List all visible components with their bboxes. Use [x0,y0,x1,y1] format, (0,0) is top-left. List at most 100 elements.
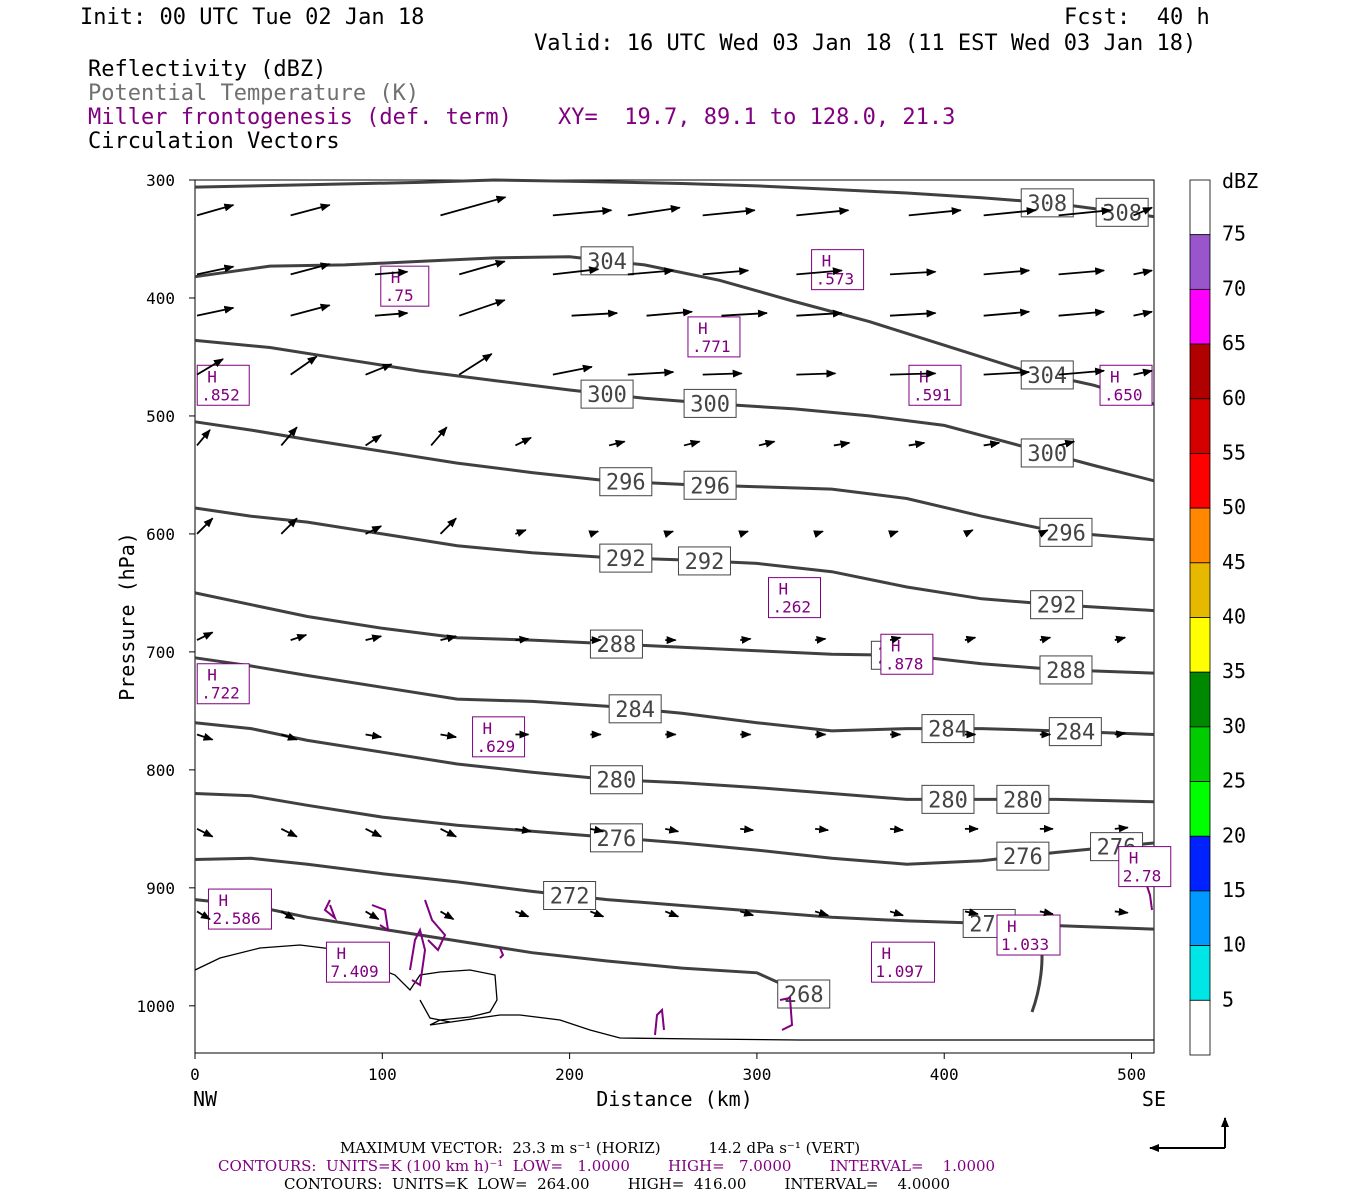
circulation-vector [815,825,830,834]
colorbar-segment [1189,507,1211,564]
theta-label: 300 [1027,442,1067,467]
colorbar-segment [1189,234,1211,290]
circulation-vector [889,908,904,917]
circulation-vector [440,195,507,217]
frontogenesis-max-label: H [1129,849,1139,868]
frontogenesis-max-value: 2.78 [1123,867,1162,886]
theta-contour-304 [194,255,1155,406]
theta-contour-288 [194,591,1155,675]
circulation-vector [983,368,1031,377]
colorbar-segment [1189,343,1211,400]
circulation-vector [1133,206,1153,217]
circulation-vector [663,530,675,538]
circulation-vector [627,368,675,377]
circulation-vector [814,635,827,644]
theta-label-box [996,784,1050,814]
frontogenesis-max-label: H [207,666,217,685]
circulation-vector [196,305,235,317]
circulation-vector [365,910,380,921]
footer-contour-fronto: CONTOURS: UNITS=K (100 km h)⁻¹ LOW= 1.00… [218,1157,996,1175]
circulation-vector [813,530,824,538]
circulation-vector [365,434,383,447]
frontogenesis-max-box [196,364,250,406]
init-time: Init: 00 UTC Tue 02 Jan 18 [80,5,425,30]
field-frontogenesis: Miller frontogenesis (def. term) [88,105,512,130]
frontogenesis-max-box [871,941,936,983]
frontogenesis-contour [323,899,338,922]
frontogenesis-max-value: .75 [385,286,414,305]
colorbar-tick-label: 25 [1222,769,1246,793]
x-tick-label: 0 [190,1065,200,1084]
field-theta: Potential Temperature (K) [88,81,420,106]
frontogenesis-max-box [880,633,934,675]
frontogenesis-max-label: H [891,636,901,655]
frontogenesis-max-label: H [207,367,217,386]
circulation-vector [365,731,383,740]
colorbar-segment [1189,179,1211,236]
circulation-vector [1058,267,1106,276]
frontogenesis-max-box [325,941,390,983]
circulation-vector [758,439,776,448]
theta-label-box [543,881,597,911]
theta-label: 284 [615,698,655,723]
colorbar-tick-label: 20 [1222,823,1246,847]
theta-label: 296 [606,471,646,496]
y-tick-label: 1000 [136,997,175,1016]
theta-label: 304 [587,250,627,275]
theta-label-box [1039,655,1093,685]
y-tick-label: 400 [146,289,175,308]
circulation-vector [1114,635,1127,644]
circulation-vector [365,363,393,376]
theta-label: 284 [928,718,968,743]
circulation-vector [552,207,613,217]
circulation-vector [196,358,224,376]
theta-label: 300 [690,392,730,417]
circulation-vector [983,308,1031,317]
theta-label: 280 [597,769,637,794]
circulation-vector [440,731,458,740]
theta-label: 276 [1003,845,1043,870]
frontogenesis-contour [371,904,390,932]
theta-label: 288 [597,633,637,658]
frontogenesis-max-box [768,577,822,619]
circulation-vector [590,825,605,834]
colorbar-tick-label: 5 [1222,987,1234,1011]
circulation-vector [702,207,756,217]
circulation-vector [552,266,600,276]
frontogenesis-max-value: .878 [885,654,924,673]
circulation-vector [515,909,530,918]
theta-label: 296 [690,474,730,499]
field-reflectivity: Reflectivity (dBZ) [88,57,327,82]
circulation-vector [196,264,235,276]
colorbar-segment [1189,999,1211,1056]
frontogenesis-contour [654,1007,665,1036]
y-tick-label: 500 [146,407,175,426]
circulation-vector [515,826,533,834]
circulation-vector [796,309,843,318]
circulation-vector [515,635,530,644]
colorbar-segment [1189,890,1211,947]
reflectivity-contour-line [419,999,451,1023]
circulation-vector [440,634,458,643]
colorbar-tick-label: 70 [1222,276,1246,300]
x-left-end-label: NW [193,1087,218,1111]
footer-vector-info: MAXIMUM VECTOR: 23.3 m s⁻¹ (HORIZ) 14.2 … [340,1139,861,1157]
circulation-vector [908,207,962,217]
theta-label-box [599,543,653,573]
circulation-vector [280,910,296,921]
circulation-vector [627,267,675,276]
x-tick-label: 500 [1117,1065,1146,1084]
circulation-vector [889,825,905,834]
circulation-vector [439,517,457,535]
circulation-vector [738,530,749,538]
circulation-vector [608,439,626,448]
circulation-vector [196,733,214,741]
circulation-vector [365,525,383,535]
frontogenesis-max-value: 7.409 [330,962,378,981]
colorbar-tick-label: 15 [1222,878,1246,902]
circulation-vector [588,530,600,538]
circulation-vector [458,299,506,317]
colorbar-tick-label: 65 [1222,331,1246,355]
theta-contour-284 [194,656,1155,736]
circulation-vector [196,429,211,447]
